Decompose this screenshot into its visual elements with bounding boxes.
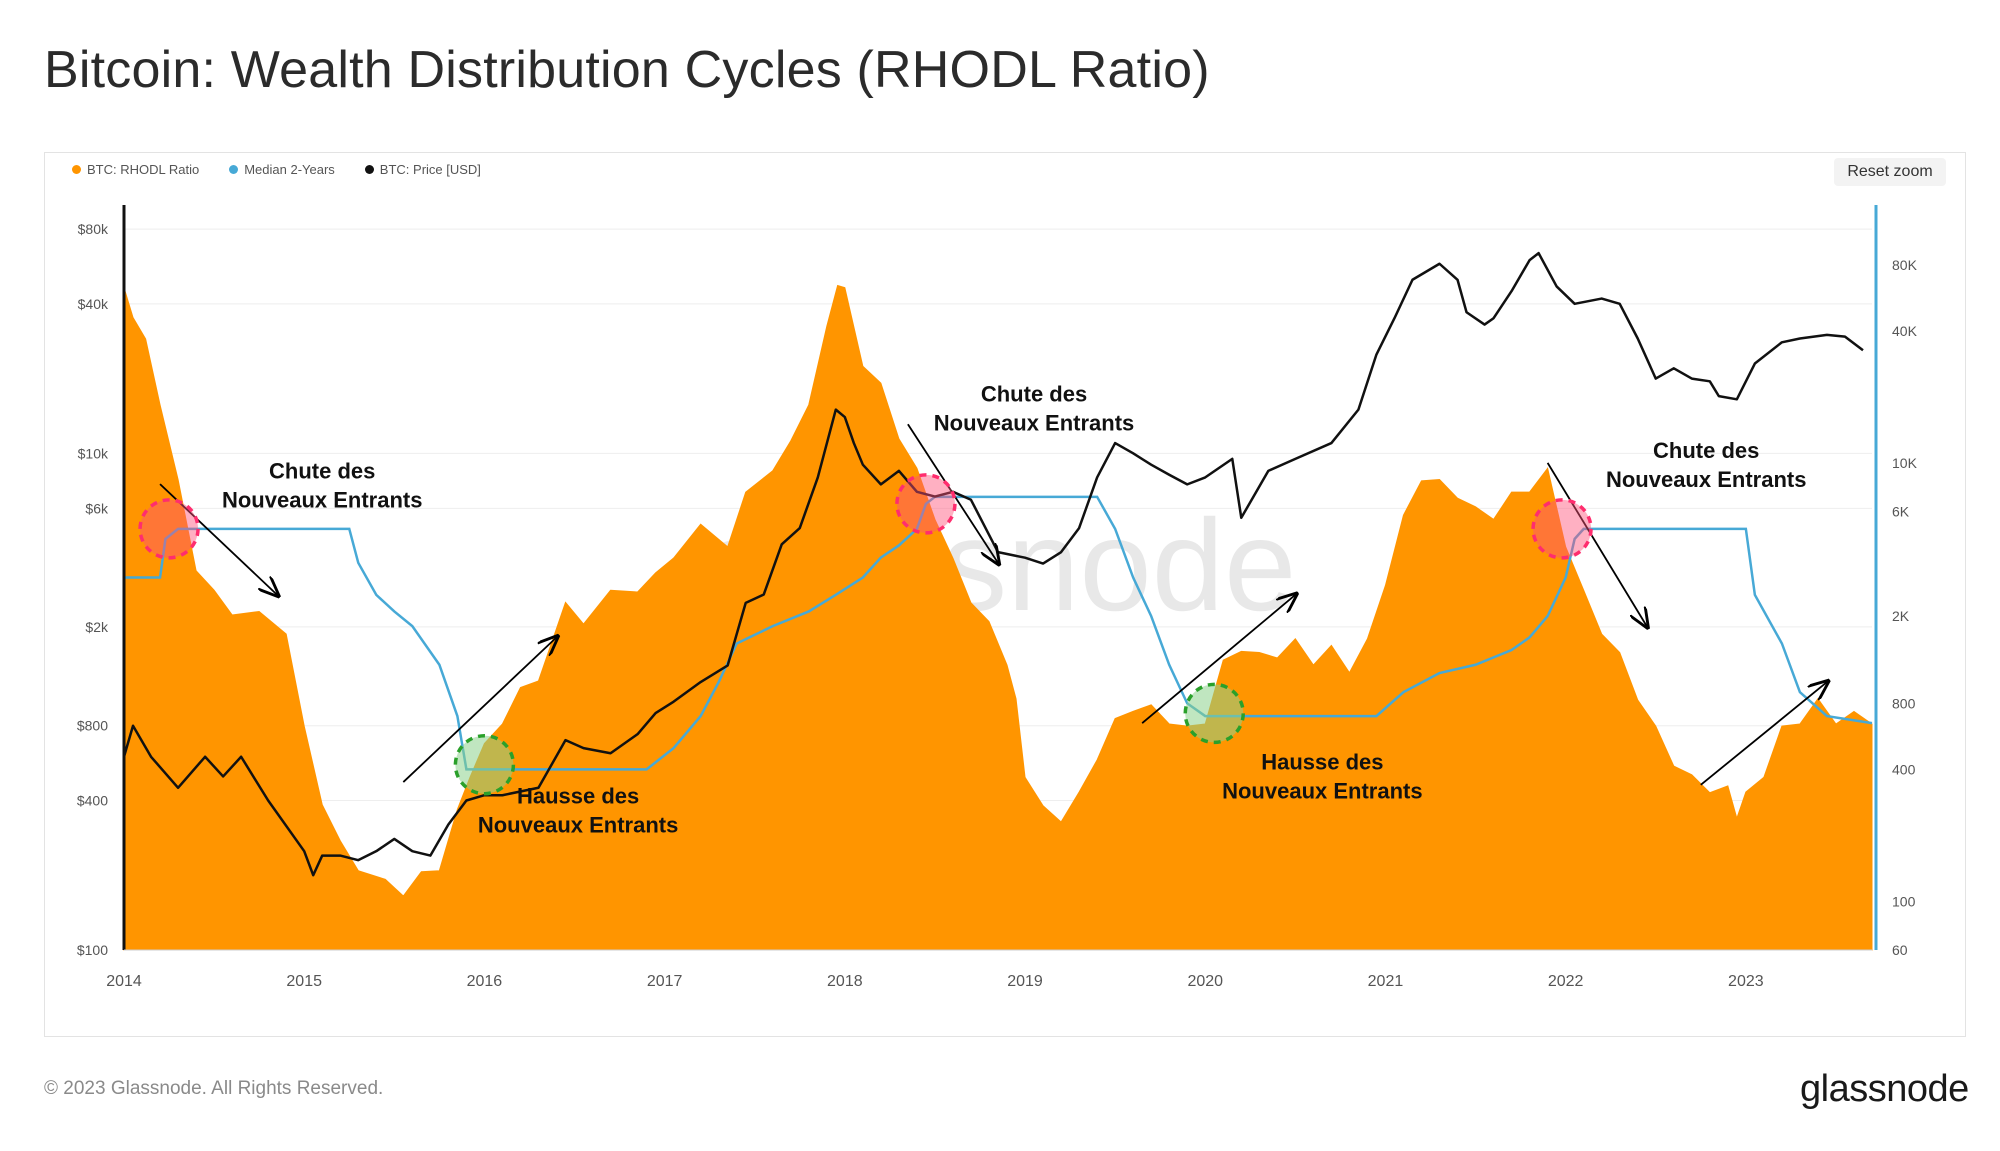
annotation-label: Nouveaux Entrants: [934, 411, 1135, 436]
annotation-label: Nouveaux Entrants: [222, 487, 423, 512]
x-tick-label: 2014: [106, 973, 142, 990]
right-tick-label: 100: [1892, 893, 1916, 909]
right-tick-label: 400: [1892, 761, 1916, 777]
x-tick-label: 2018: [827, 973, 863, 990]
left-tick-label: $100: [77, 942, 108, 958]
x-tick-label: 2022: [1548, 973, 1584, 990]
copyright-footer: © 2023 Glassnode. All Rights Reserved.: [44, 1078, 384, 1099]
annotation-label: Nouveaux Entrants: [478, 812, 679, 837]
annotation-arrow: [1546, 462, 1647, 626]
annotation-arrow: [1141, 595, 1295, 724]
annotation-label: Hausse des: [1261, 749, 1383, 774]
annotation-label: Hausse des: [517, 783, 639, 808]
x-tick-label: 2016: [467, 973, 503, 990]
annotation-arrow: [402, 637, 556, 783]
legend-item-price[interactable]: BTC: Price [USD]: [364, 162, 481, 177]
right-tick-label: 800: [1892, 695, 1916, 711]
legend-dot-rhodl: [72, 165, 81, 174]
legend-dot-price: [364, 165, 374, 174]
x-tick-label: 2020: [1187, 973, 1223, 990]
x-tick-label: 2023: [1728, 973, 1764, 990]
rhodl-area: [123, 284, 1873, 951]
annotation-label: Chute des: [269, 458, 375, 483]
left-tick-label: $2k: [85, 619, 109, 635]
x-tick-label: 2015: [286, 973, 322, 990]
right-tick-label: 2K: [1892, 608, 1910, 624]
annotation-label: Chute des: [1653, 438, 1759, 463]
x-tick-label: 2017: [647, 973, 683, 990]
reset-zoom-button[interactable]: Reset zoom: [1834, 158, 1946, 186]
annotation-arrow: [1700, 682, 1827, 786]
right-tick-label: 6K: [1892, 503, 1910, 519]
annotation-label: Nouveaux Entrants: [1606, 467, 1807, 492]
annotation-label: Nouveaux Entrants: [1222, 778, 1423, 803]
x-tick-label: 2021: [1368, 973, 1404, 990]
legend-label-median: Median 2-Years: [244, 162, 335, 177]
x-tick-label: 2019: [1007, 973, 1043, 990]
legend-item-rhodl[interactable]: BTC: RHODL Ratio: [72, 162, 199, 177]
legend-label-rhodl: BTC: RHODL Ratio: [87, 162, 200, 177]
left-tick-label: $40k: [78, 296, 109, 312]
chart-panel: [44, 152, 1966, 1037]
median-line: [124, 495, 1873, 771]
left-tick-label: $10k: [78, 445, 109, 461]
peak-marker: [1531, 498, 1593, 560]
right-tick-label: 60: [1892, 942, 1908, 958]
legend-label-price: BTC: Price [USD]: [379, 162, 481, 177]
trough-marker: [1183, 682, 1245, 745]
right-tick-label: 80K: [1892, 257, 1918, 273]
peak-marker: [138, 498, 200, 560]
brand-logo: glassnode: [1800, 1068, 1969, 1110]
right-tick-label: 10K: [1892, 455, 1918, 471]
trough-marker: [453, 733, 516, 796]
legend-item-median[interactable]: Median 2-Years: [229, 162, 335, 177]
legend-dot-median: [229, 165, 239, 174]
left-tick-label: $6k: [85, 500, 109, 516]
left-tick-label: $800: [77, 718, 108, 734]
right-tick-label: 40K: [1892, 323, 1918, 339]
legend: BTC: RHODL Ratio Median 2-Years BTC: Pri…: [72, 162, 481, 177]
left-tick-label: $80k: [78, 221, 109, 237]
peak-marker: [895, 473, 957, 535]
annotation-label: Chute des: [981, 382, 1087, 407]
chart-title: Bitcoin: Wealth Distribution Cycles (RHO…: [44, 41, 1210, 99]
left-tick-label: $400: [77, 792, 108, 808]
